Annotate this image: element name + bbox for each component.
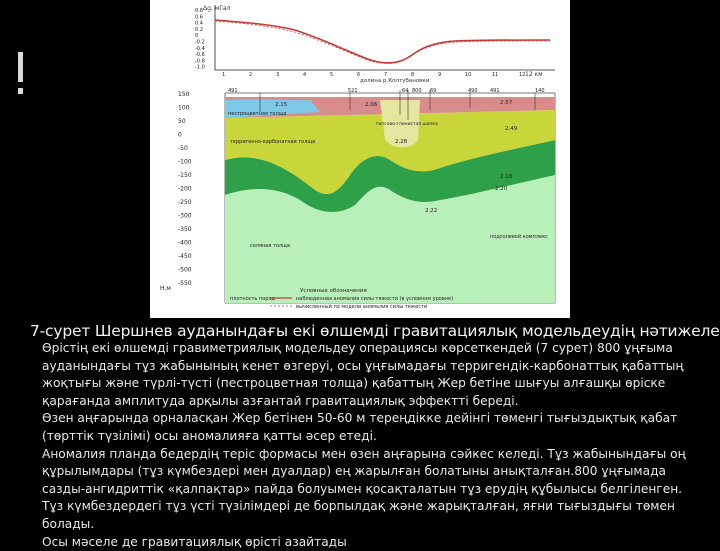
graph-y-tick: -1.0 <box>195 65 205 71</box>
graph-x-tick: 11 <box>492 72 498 78</box>
legend: Условные обозначения наблюденная аномали… <box>270 288 453 310</box>
well-label: 64 <box>402 88 408 94</box>
layer-label-terrigenous: терригенно-карбонатная толща <box>230 139 315 145</box>
graph-x-tick: 12 <box>519 72 525 78</box>
salt-layer <box>225 140 555 212</box>
section-y-tick: 0 <box>178 132 182 139</box>
geological-section: 150 100 50 0 -50 -100 -150 -200 -250 -300 -350 -400… <box>160 88 556 304</box>
layer-label-gypsum: гипсово-глинистая шапка <box>376 122 438 127</box>
section-y-tick: -250 <box>178 199 192 206</box>
section-y-unit: Н,м <box>160 285 171 292</box>
section-y-tick: -400 <box>178 240 192 247</box>
layer-label-density: плотность пород <box>230 296 276 302</box>
gypsum-cap <box>380 100 420 148</box>
section-y-tick: -450 <box>178 253 192 260</box>
well-label: 490 <box>468 88 478 94</box>
section-y-tick: -300 <box>178 213 192 220</box>
legend-title: Условные обозначения <box>300 288 367 294</box>
well-label: 521 <box>348 88 358 94</box>
section-y-tick: -500 <box>178 267 192 274</box>
terrigenous-carbonate-layer <box>225 110 555 195</box>
graph-y-tick: 0 <box>195 33 198 39</box>
section-y-tick: 100 <box>178 105 190 112</box>
density-label: 2.49 <box>505 126 518 132</box>
graph-y-tick: -0.6 <box>195 52 205 58</box>
density-label: 2.18 <box>500 174 513 180</box>
section-y-tick: -350 <box>178 226 192 233</box>
section-y-tick: -50 <box>178 145 188 152</box>
density-label: 2.20 <box>495 186 508 192</box>
graph-x-tick: 10 <box>465 72 471 78</box>
graph-x-tick: 8 <box>411 72 414 78</box>
well-label: 491 <box>228 88 238 94</box>
valley-label: долина р.Колтубановки <box>360 78 430 84</box>
graph-x-tick: 7 <box>384 72 387 78</box>
density-label: 2.15 <box>275 102 288 108</box>
graph-x-tick: 4 <box>303 72 306 78</box>
gravity-model-figure: 0.8 0.6 0.4 0.2 0 -0.2 -0.4 -0.6 -0.8 -1.0 1 2 3 4 5 6 7… <box>150 0 570 318</box>
density-label: 2.22 <box>425 208 437 214</box>
graph-x-tick: 1 <box>222 72 225 78</box>
anomaly-profile-graph: 0.80.60.40.20-0.2-0.4-0.6-0.8-1.01 2 3 4 5 6 7… <box>195 5 555 84</box>
layer-label-variegated: пестроцветная толща <box>228 111 286 117</box>
paragraph: Өзен аңғарында орналасқан Жер бетінен 50… <box>42 411 678 443</box>
density-label: 2.28 <box>395 139 408 145</box>
well-label: 491 <box>490 88 500 94</box>
section-y-tick: -550 <box>178 280 192 287</box>
section-y-tick: -200 <box>178 186 192 193</box>
density-label: 2.57 <box>500 100 513 106</box>
well-label: 800 <box>412 88 422 94</box>
observed-anomaly-curve <box>214 19 551 64</box>
graph-y-tick: 0.4 <box>195 21 203 27</box>
layer-label-subsalt: подсолевой комплекс <box>490 233 548 240</box>
legend-item-computed: вычисленный по модели аномалия силы тяже… <box>296 303 427 310</box>
graph-y-tick: 0.6 <box>195 14 203 20</box>
graph-x-tick: 9 <box>438 72 441 78</box>
graph-x-tick: 5 <box>330 72 333 78</box>
layer-label-salt: соляная толща <box>250 243 290 249</box>
graph-y-tick: 0.2 <box>195 27 203 33</box>
slide-left-strip <box>0 0 12 540</box>
paragraph: Осы мәселе де гравитациялық өрісті азайт… <box>42 534 347 549</box>
graph-y-tick: -0.8 <box>195 58 205 64</box>
graph-axis-label: Δg, мГал <box>203 5 231 12</box>
decorative-bar-bottom <box>18 88 23 94</box>
paragraph: Өрістің екі өлшемді гравиметриялық модел… <box>42 341 684 408</box>
decorative-bar-top <box>18 52 23 82</box>
graph-y-tick: -0.4 <box>195 46 205 52</box>
well-label: 140 <box>535 88 545 94</box>
legend-item-observed: наблюденная аномалия силы тяжести (в усл… <box>296 296 453 302</box>
density-label: 2.06 <box>365 102 378 108</box>
well-label: 69 <box>430 88 436 94</box>
graph-x-tick: 3 <box>276 72 279 78</box>
graph-x-unit: 12 км <box>525 71 543 78</box>
graph-x-tick: 6 <box>357 72 360 78</box>
section-y-tick: 150 <box>178 91 190 98</box>
section-y-tick: -100 <box>178 159 192 166</box>
section-y-tick: 50 <box>178 118 186 125</box>
paragraph: Аномалия планда бедердің теріс формасы м… <box>42 446 686 531</box>
computed-anomaly-curve <box>214 20 551 64</box>
graph-y-tick: -0.2 <box>195 40 205 46</box>
body-text: Өрістің екі өлшемді гравиметриялық модел… <box>42 340 707 551</box>
gravity-model-diagram: 0.80.60.40.20-0.2-0.4-0.6-0.8-1.01 2 3 4 5 6 7… <box>160 5 556 310</box>
graph-y-tick: 0.8 <box>195 8 203 14</box>
graph-x-tick: 2 <box>249 72 252 78</box>
section-y-tick: -150 <box>178 172 192 179</box>
figure-caption: 7-сурет Шершнев ауданындағы екі өлшемді … <box>30 322 720 340</box>
